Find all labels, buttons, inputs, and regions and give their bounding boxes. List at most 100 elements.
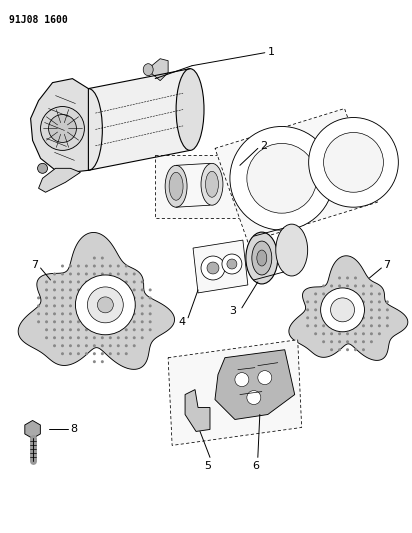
Circle shape [354,324,357,327]
Circle shape [101,264,104,268]
Circle shape [85,288,88,292]
Ellipse shape [176,69,204,150]
Circle shape [141,280,144,284]
Circle shape [141,312,144,316]
Ellipse shape [246,232,278,284]
Circle shape [346,301,349,303]
Circle shape [149,288,152,292]
Polygon shape [39,168,80,192]
Circle shape [346,316,349,319]
Circle shape [362,324,365,327]
Circle shape [125,272,128,276]
Circle shape [77,280,80,284]
Circle shape [346,285,349,287]
Circle shape [101,272,104,276]
Circle shape [61,304,64,308]
Circle shape [133,296,136,300]
Circle shape [314,332,317,335]
Circle shape [330,316,333,319]
Ellipse shape [276,224,308,276]
Circle shape [109,344,112,347]
Circle shape [370,316,373,319]
Circle shape [133,336,136,339]
Circle shape [141,288,144,292]
Circle shape [85,312,88,316]
Circle shape [370,293,373,295]
Circle shape [306,324,309,327]
Circle shape [330,309,333,311]
Circle shape [306,309,309,311]
Circle shape [53,304,56,308]
Circle shape [93,352,96,355]
Circle shape [133,320,136,324]
Polygon shape [18,232,175,369]
Circle shape [101,336,104,339]
Text: 4: 4 [178,317,185,327]
Circle shape [314,324,317,327]
Circle shape [362,340,365,343]
Polygon shape [148,59,168,80]
Text: 6: 6 [252,462,259,471]
Circle shape [322,316,325,319]
Circle shape [354,316,357,319]
Circle shape [85,304,88,308]
Circle shape [45,312,48,316]
Circle shape [125,264,128,268]
Circle shape [117,352,120,355]
Circle shape [93,272,96,276]
Circle shape [338,332,341,335]
Text: 91J08 1600: 91J08 1600 [9,15,68,25]
Circle shape [322,332,325,335]
Circle shape [378,332,381,335]
Circle shape [378,301,381,303]
Circle shape [109,296,112,300]
Circle shape [354,340,357,343]
Circle shape [69,352,72,355]
Circle shape [109,280,112,284]
Circle shape [133,344,136,347]
Text: 8: 8 [70,424,77,434]
Circle shape [378,324,381,327]
Circle shape [61,320,64,324]
Circle shape [322,285,325,287]
Circle shape [69,264,72,268]
Circle shape [117,344,120,347]
Circle shape [61,272,64,276]
Circle shape [93,256,96,260]
Circle shape [85,352,88,355]
Circle shape [141,336,144,339]
Circle shape [117,264,120,268]
Circle shape [321,288,365,332]
Circle shape [53,288,56,292]
Ellipse shape [234,175,241,189]
Circle shape [306,316,309,319]
Circle shape [338,293,341,295]
Circle shape [117,272,120,276]
Circle shape [69,288,72,292]
Circle shape [109,320,112,324]
Circle shape [386,316,389,319]
Circle shape [75,275,135,335]
Circle shape [37,163,47,173]
Circle shape [101,296,104,300]
Circle shape [117,296,120,300]
Circle shape [109,264,112,268]
Circle shape [77,296,80,300]
Circle shape [53,320,56,324]
Circle shape [338,301,341,303]
Polygon shape [289,256,408,360]
Circle shape [61,336,64,339]
Circle shape [362,293,365,295]
Circle shape [346,340,349,343]
Circle shape [201,256,225,280]
Circle shape [85,336,88,339]
Text: 3: 3 [229,306,236,316]
Circle shape [69,344,72,347]
Circle shape [207,262,219,274]
Circle shape [149,312,152,316]
Circle shape [354,332,357,335]
Circle shape [309,117,398,207]
Circle shape [125,344,128,347]
Circle shape [338,277,341,279]
Circle shape [133,272,136,276]
